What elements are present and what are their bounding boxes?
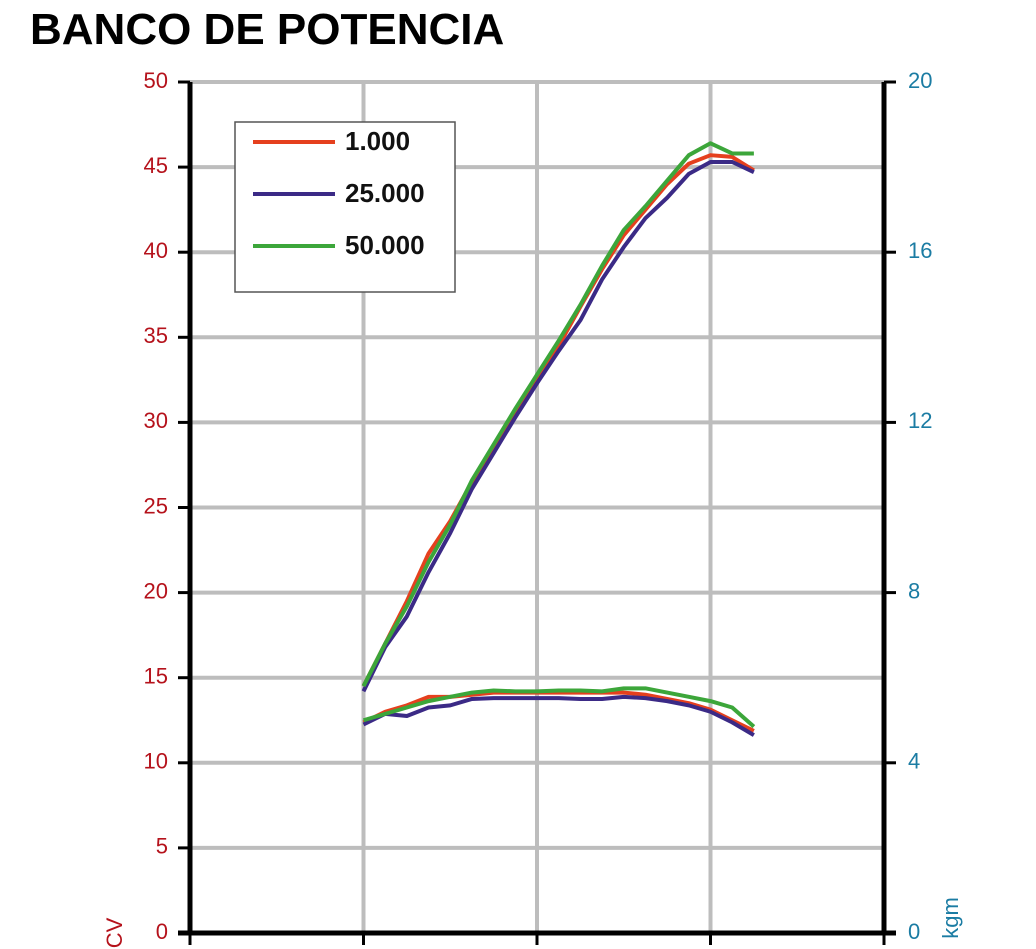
legend-box: [234, 121, 456, 293]
series-line: [361, 159, 755, 693]
y2-axis-label: kgm: [938, 897, 963, 939]
legend-label: 25.000: [345, 178, 425, 208]
series-line: [361, 141, 754, 688]
y2-tick-label: 0: [908, 919, 920, 944]
legend-label: 1.000: [345, 126, 410, 156]
y2-tick-label: 12: [908, 408, 932, 433]
y-axis-label: CV: [102, 917, 127, 948]
y-tick-label: 50: [144, 68, 168, 93]
legend-label: 50.000: [345, 230, 425, 260]
plot: [361, 141, 756, 737]
y-tick-label: 45: [144, 153, 168, 178]
y2-tick-label: 4: [908, 749, 920, 774]
y-tick-label: 35: [144, 323, 168, 348]
y-tick-label: 5: [156, 834, 168, 859]
y2-tick-label: 8: [908, 578, 920, 603]
series-line: [362, 690, 755, 733]
y-tick-label: 40: [144, 238, 168, 263]
series-line: [362, 686, 756, 729]
y2-tick-label: 16: [908, 238, 932, 263]
series-line: [361, 153, 755, 688]
y-tick-label: 25: [144, 493, 168, 518]
y-tick-label: 30: [144, 408, 168, 433]
y-tick-label: 10: [144, 749, 168, 774]
series-line: [362, 694, 755, 737]
chart-title: BANCO DE POTENCIA: [30, 5, 504, 54]
y2-tick-label: 20: [908, 68, 932, 93]
y-tick-label: 15: [144, 664, 168, 689]
y-tick-label: 20: [144, 578, 168, 603]
y-tick-label: 0: [156, 919, 168, 944]
